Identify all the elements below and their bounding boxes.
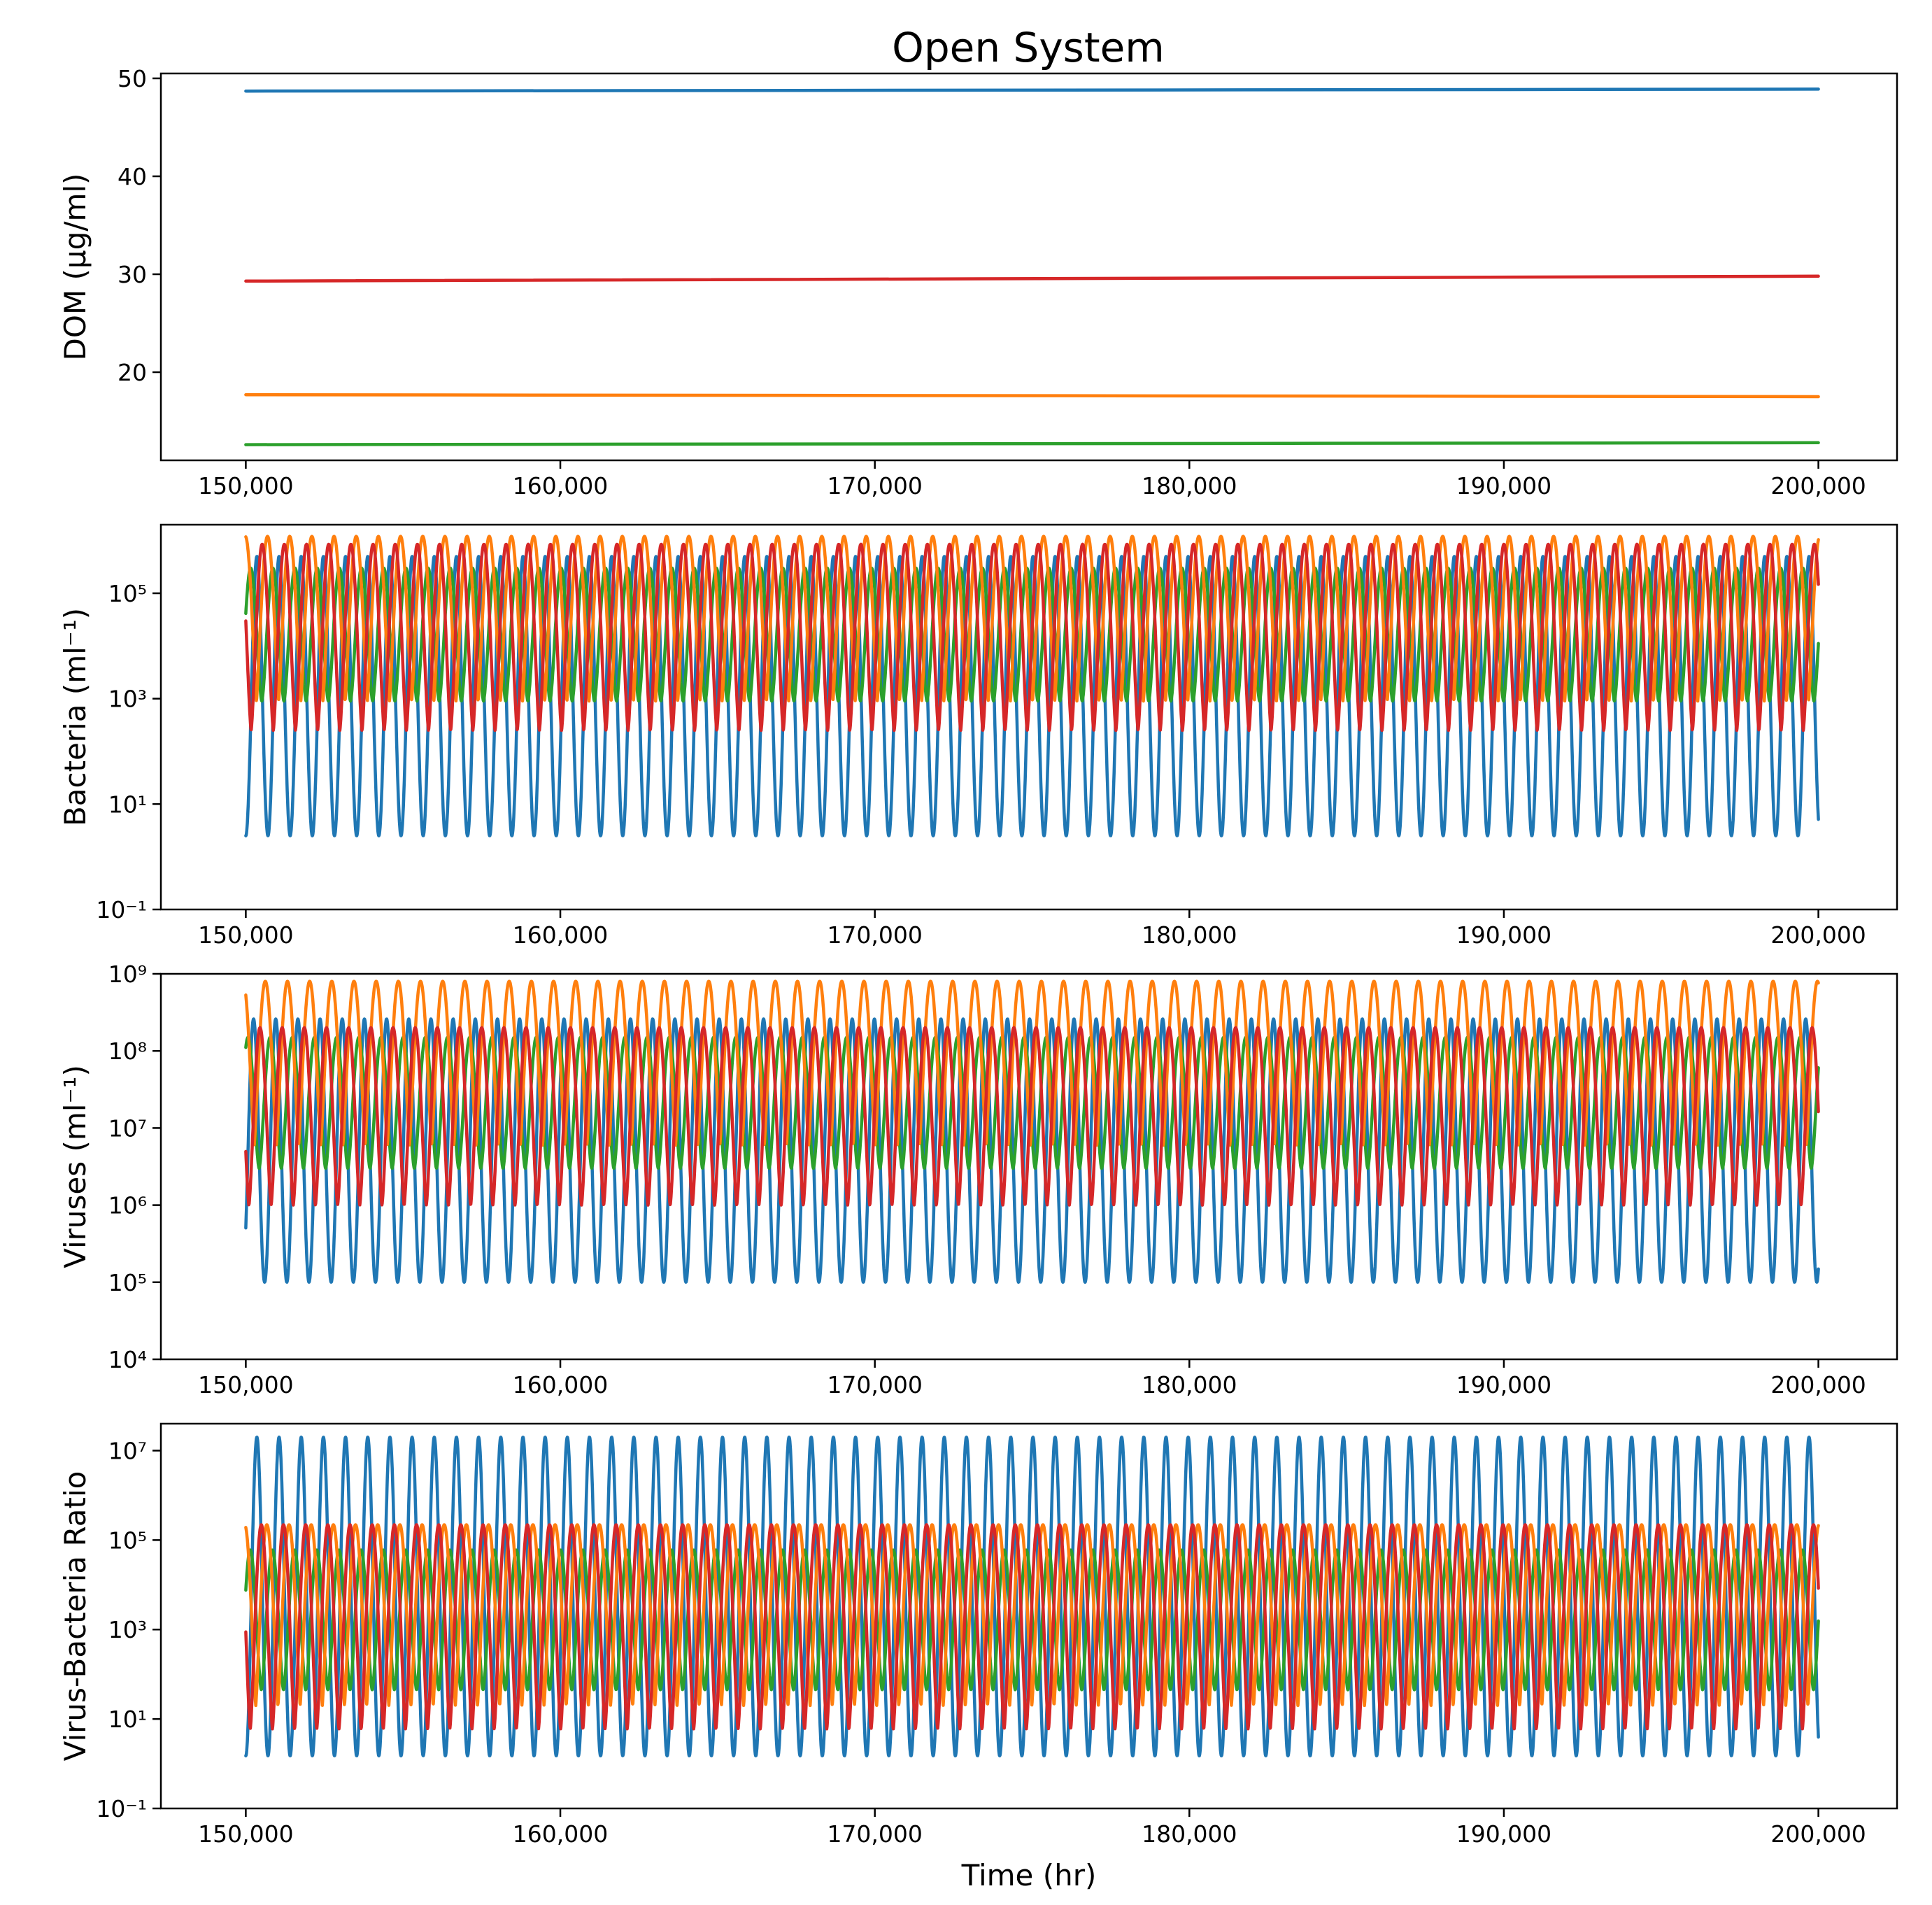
y-axis-label: Viruses (ml⁻¹) (58, 1065, 92, 1268)
series-line-1 (244, 87, 1820, 93)
series-line-2 (244, 392, 1820, 399)
y-tick-label: 10⁵ (108, 1269, 147, 1296)
x-tick-label: 150,000 (198, 921, 293, 949)
figure-title: Open System (892, 24, 1165, 71)
panel-1: 150,000 160,000 170,000 180,000 190,000 200,0… (58, 65, 1898, 500)
x-tick-label: 170,000 (827, 1371, 922, 1398)
series-line-3 (244, 441, 1820, 446)
panel-2: 150,000 160,000 170,000 180,000 190,000 200,0… (58, 523, 1898, 949)
x-tick-label: 160,000 (513, 472, 608, 500)
x-tick-label: 200,000 (1770, 921, 1866, 949)
x-tick-label: 170,000 (827, 472, 922, 500)
y-tick-label: 10⁷ (108, 1437, 147, 1464)
y-tick-label: 10⁹ (108, 961, 147, 988)
plot-frame (159, 523, 1898, 911)
series-line-3 (244, 979, 1820, 1147)
series-line-4 (244, 542, 1820, 732)
series-group (244, 1435, 1820, 1758)
y-tick-label: 10³ (108, 686, 147, 713)
y-axis-label: DOM (μg/ml) (58, 173, 92, 361)
plot-frame (159, 972, 1898, 1361)
series-line-4 (244, 1523, 1820, 1731)
x-tick-label: 150,000 (198, 472, 293, 500)
x-tick-label: 190,000 (1456, 1371, 1551, 1398)
y-tick-label: 30 (118, 261, 147, 288)
x-tick-label: 180,000 (1142, 472, 1237, 500)
y-tick-label: 10⁷ (108, 1114, 147, 1142)
x-tick-label: 180,000 (1142, 921, 1237, 949)
panels: 150,000 160,000 170,000 180,000 190,000 200,0… (58, 65, 1898, 1892)
y-tick-label: 10⁶ (108, 1192, 147, 1219)
series-line-1 (244, 555, 1820, 837)
series-group (244, 979, 1820, 1284)
series-line-4 (244, 274, 1820, 283)
x-tick-label: 190,000 (1456, 472, 1551, 500)
panel-3: 150,000 160,000 170,000 180,000 190,000 200,0… (58, 961, 1898, 1398)
y-tick-label: 10⁵ (108, 1527, 147, 1554)
y-tick-label: 40 (118, 163, 147, 190)
y-tick-label: 20 (118, 359, 147, 386)
x-tick-label: 160,000 (513, 1371, 608, 1398)
x-tick-label: 200,000 (1770, 1371, 1866, 1398)
x-tick-label: 190,000 (1456, 1820, 1551, 1848)
y-tick-label: 10¹ (108, 1706, 147, 1733)
y-tick-label: 10⁴ (108, 1346, 147, 1373)
series-line-4 (244, 1026, 1820, 1207)
y-tick-label: 10¹ (108, 791, 147, 818)
x-tick-label: 150,000 (198, 1371, 293, 1398)
series-group (244, 87, 1820, 446)
x-tick-label: 170,000 (827, 1820, 922, 1848)
x-tick-label: 150,000 (198, 1820, 293, 1848)
x-tick-label: 180,000 (1142, 1820, 1237, 1848)
x-tick-label: 190,000 (1456, 921, 1551, 949)
y-axis-label: Bacteria (ml⁻¹) (58, 608, 92, 826)
y-tick-label: 10⁻¹ (96, 896, 147, 923)
plot-frame (159, 72, 1898, 462)
y-tick-label: 10⁸ (108, 1038, 147, 1065)
plot-frame (159, 1422, 1898, 1810)
x-tick-label: 180,000 (1142, 1371, 1237, 1398)
y-axis-label: Virus-Bacteria Ratio (58, 1471, 92, 1762)
y-tick-label: 10⁻¹ (96, 1795, 147, 1822)
panel-4: 150,000 160,000 170,000 180,000 190,000 200,0… (58, 1422, 1898, 1892)
x-tick-label: 170,000 (827, 921, 922, 949)
x-tick-label: 200,000 (1770, 1820, 1866, 1848)
x-tick-label: 200,000 (1770, 472, 1866, 500)
y-tick-label: 10³ (108, 1616, 147, 1643)
series-group (244, 534, 1820, 837)
y-tick-label: 10⁵ (108, 580, 147, 607)
x-tick-label: 160,000 (513, 921, 608, 949)
y-tick-label: 50 (118, 65, 147, 92)
x-tick-label: 160,000 (513, 1820, 608, 1848)
x-axis-label: Time (hr) (961, 1858, 1097, 1892)
